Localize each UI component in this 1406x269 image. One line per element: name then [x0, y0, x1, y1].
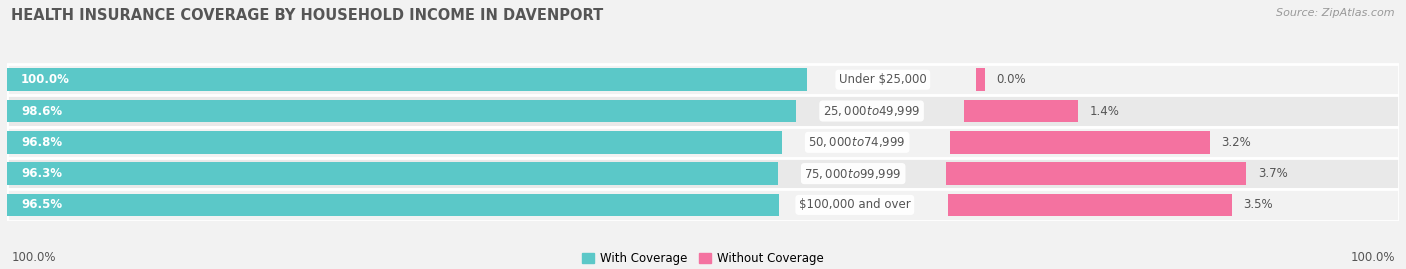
- Text: 1.4%: 1.4%: [1090, 105, 1119, 118]
- Bar: [976, 68, 984, 91]
- Text: 100.0%: 100.0%: [11, 251, 56, 264]
- Bar: [7, 64, 1399, 95]
- Text: 0.0%: 0.0%: [997, 73, 1026, 86]
- Text: $50,000 to $74,999: $50,000 to $74,999: [808, 135, 905, 149]
- Bar: [7, 131, 782, 154]
- Text: 96.3%: 96.3%: [21, 167, 62, 180]
- Text: $25,000 to $49,999: $25,000 to $49,999: [823, 104, 921, 118]
- Text: Under $25,000: Under $25,000: [839, 73, 927, 86]
- Bar: [7, 158, 1399, 189]
- Text: 3.7%: 3.7%: [1258, 167, 1288, 180]
- Bar: [948, 194, 1232, 216]
- Text: 3.5%: 3.5%: [1243, 199, 1272, 211]
- Bar: [7, 189, 1399, 221]
- Bar: [7, 100, 796, 122]
- Text: 100.0%: 100.0%: [21, 73, 70, 86]
- Bar: [7, 194, 779, 216]
- Text: HEALTH INSURANCE COVERAGE BY HOUSEHOLD INCOME IN DAVENPORT: HEALTH INSURANCE COVERAGE BY HOUSEHOLD I…: [11, 8, 603, 23]
- Legend: With Coverage, Without Coverage: With Coverage, Without Coverage: [578, 247, 828, 269]
- Bar: [7, 127, 1399, 158]
- Bar: [946, 162, 1246, 185]
- Bar: [7, 95, 1399, 127]
- Bar: [7, 162, 778, 185]
- Bar: [7, 68, 807, 91]
- Text: $75,000 to $99,999: $75,000 to $99,999: [804, 167, 901, 180]
- Bar: [950, 131, 1209, 154]
- Text: 98.6%: 98.6%: [21, 105, 62, 118]
- Bar: [965, 100, 1078, 122]
- Text: $100,000 and over: $100,000 and over: [799, 199, 911, 211]
- Text: 96.8%: 96.8%: [21, 136, 62, 149]
- Text: Source: ZipAtlas.com: Source: ZipAtlas.com: [1277, 8, 1395, 18]
- Text: 100.0%: 100.0%: [1350, 251, 1395, 264]
- Text: 96.5%: 96.5%: [21, 199, 62, 211]
- Text: 3.2%: 3.2%: [1222, 136, 1251, 149]
